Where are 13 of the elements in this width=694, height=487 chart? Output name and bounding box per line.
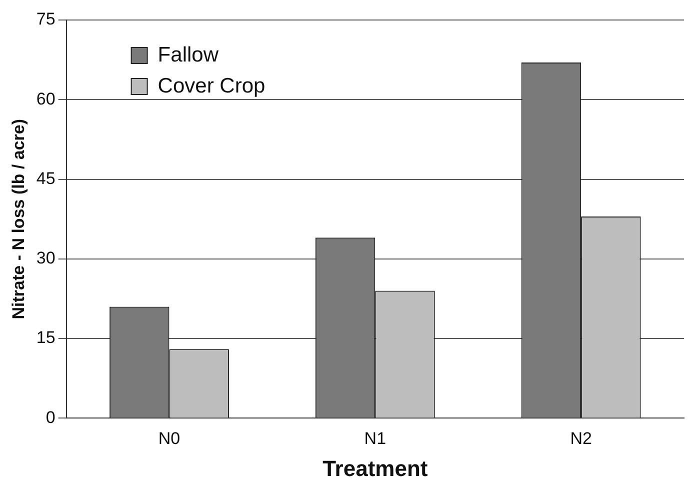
legend-label: Cover Crop <box>158 74 266 98</box>
y-tick-label: 15 <box>36 328 56 348</box>
x-tick-label: N1 <box>364 429 386 448</box>
x-tick-label: N2 <box>570 429 592 448</box>
legend-label: Fallow <box>158 43 220 66</box>
y-tick-label: 75 <box>36 10 56 29</box>
y-tick-label: 0 <box>46 408 56 427</box>
y-axis-title: Nitrate - N loss (lb / acre) <box>8 118 28 320</box>
y-tick-label: 45 <box>36 168 56 188</box>
x-tick-label: N0 <box>158 429 180 448</box>
y-tick-label: 60 <box>36 89 56 108</box>
x-axis-title: Treatment <box>322 456 428 481</box>
y-tick-label: 30 <box>36 248 56 268</box>
